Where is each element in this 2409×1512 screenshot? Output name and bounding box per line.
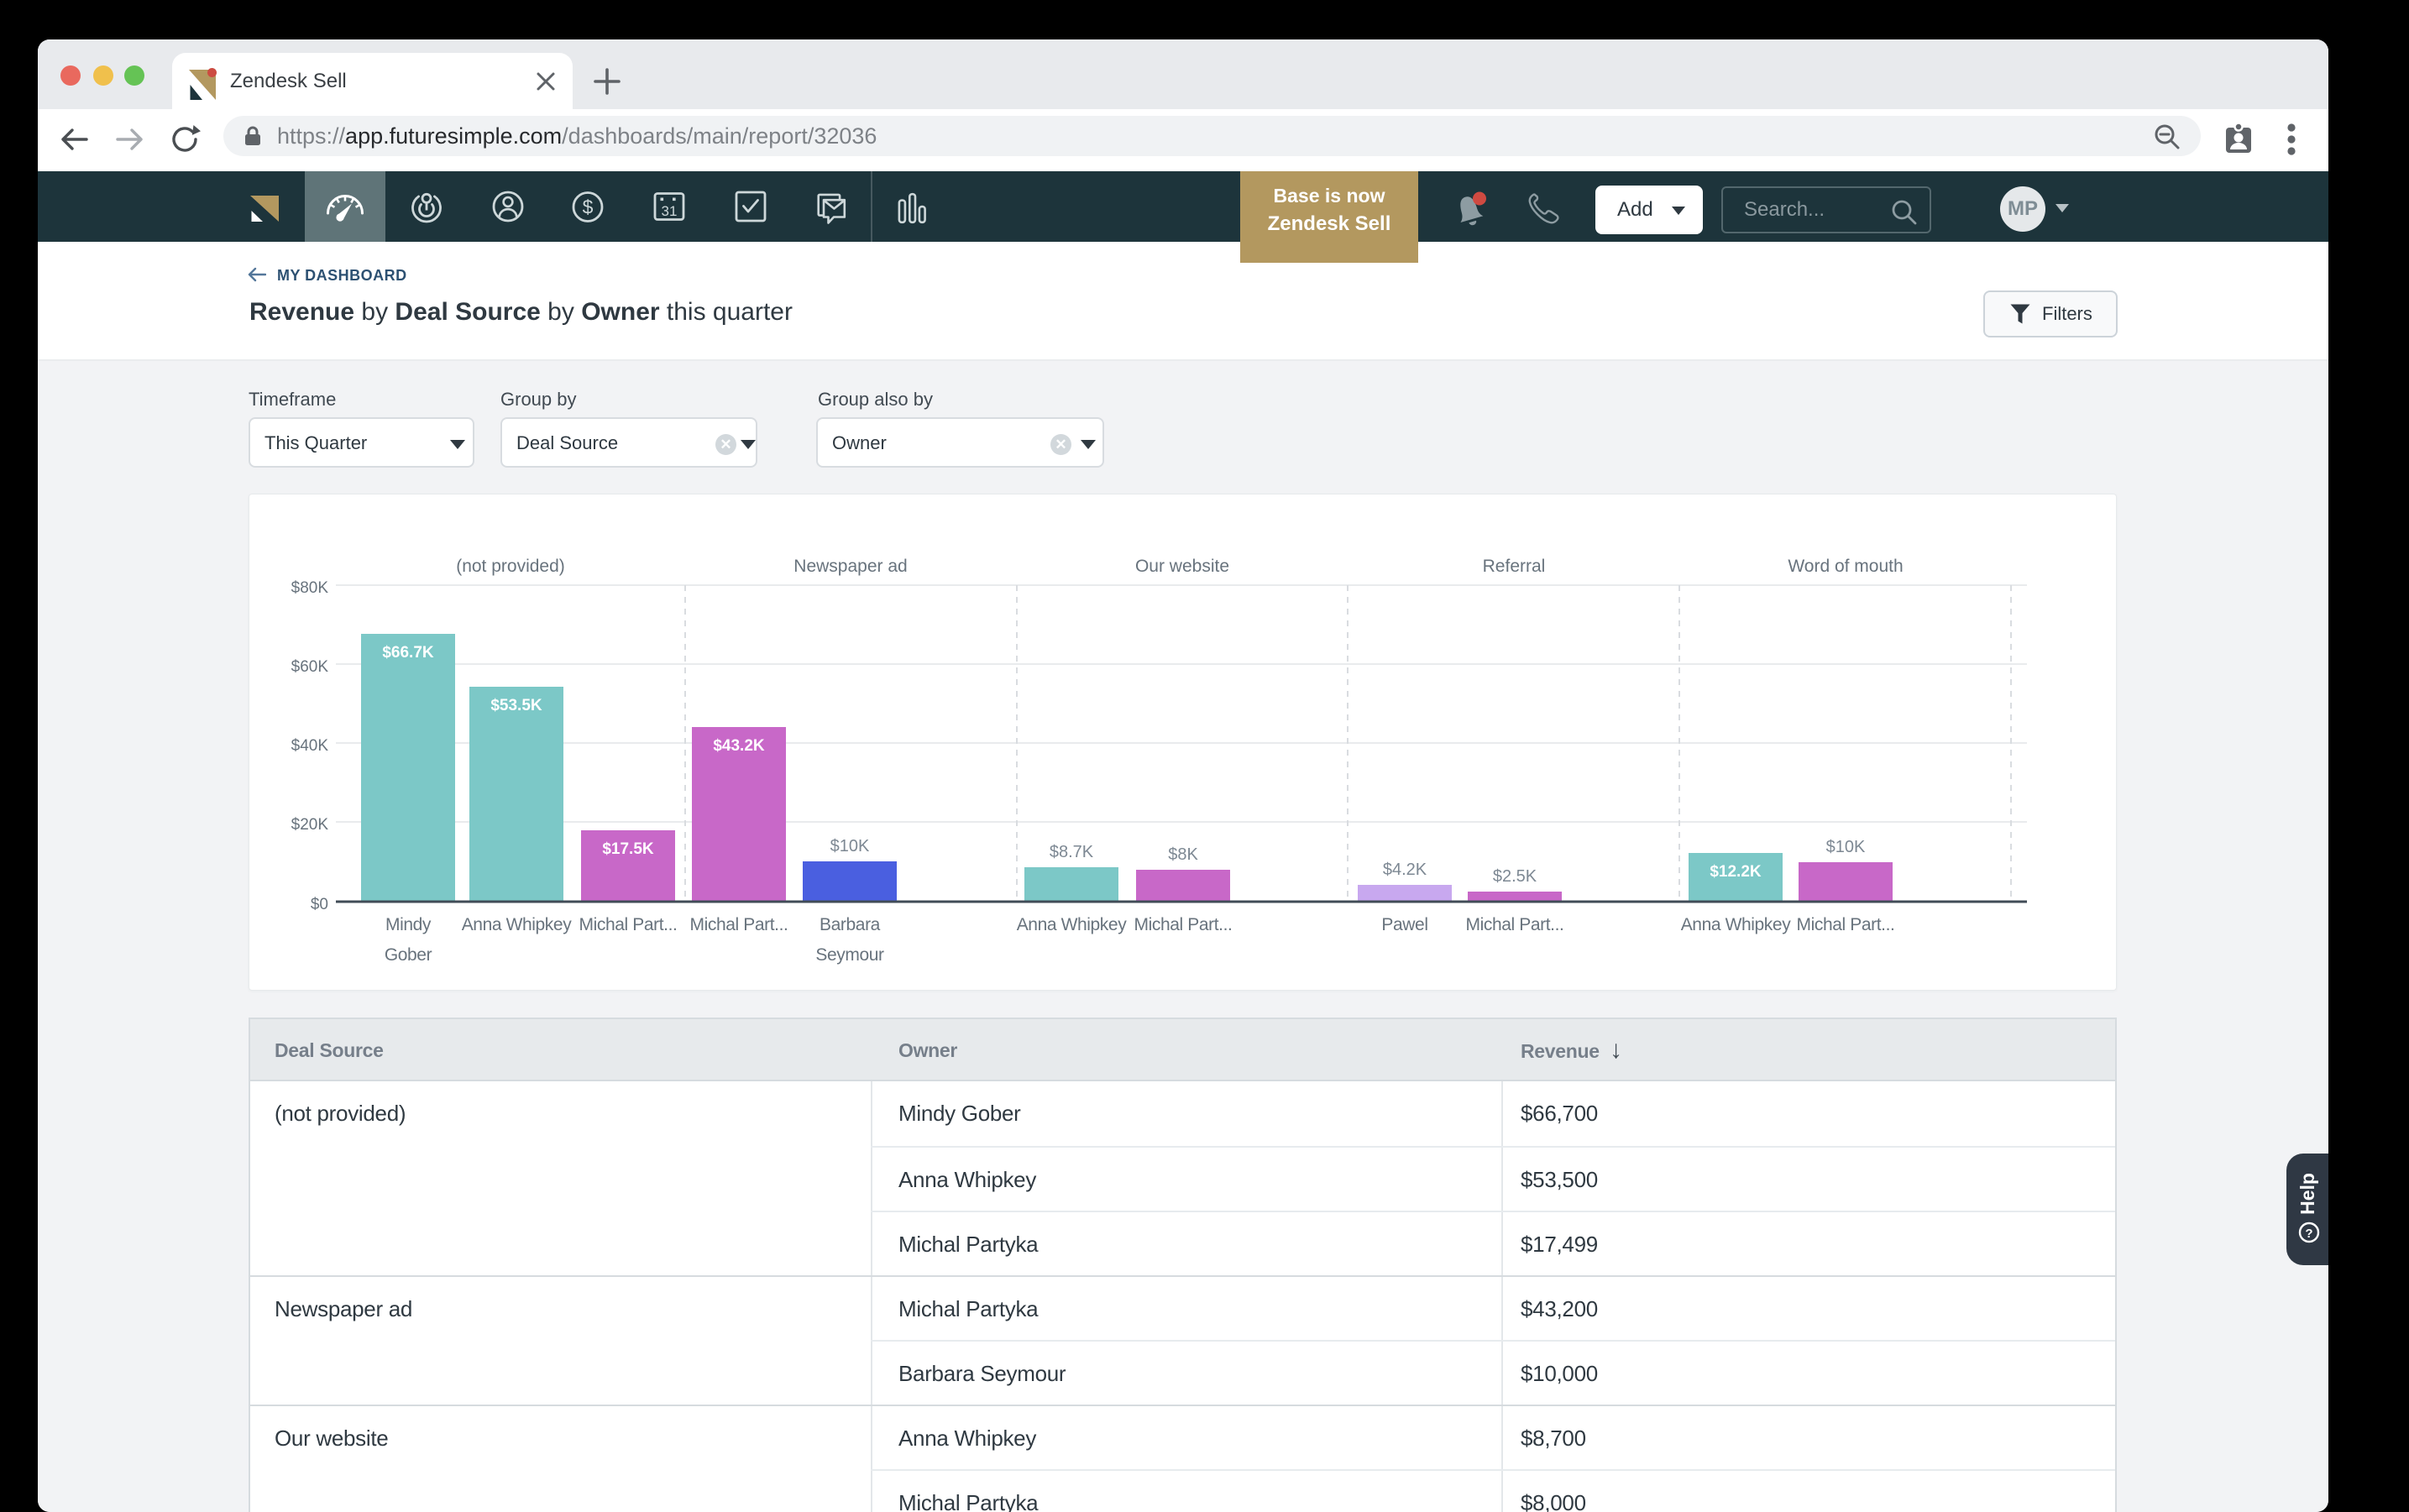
svg-text:Pawel: Pawel: [1381, 915, 1427, 934]
svg-text:$: $: [583, 196, 594, 218]
svg-text:Seymour: Seymour: [815, 945, 884, 965]
svg-text:$10K: $10K: [1826, 838, 1866, 856]
svg-text:$8.7K: $8.7K: [1050, 843, 1094, 861]
svg-text:$20K: $20K: [291, 816, 329, 834]
svg-text:Our website: Our website: [1135, 557, 1229, 576]
svg-text:Michal Part...: Michal Part...: [1466, 915, 1564, 934]
svg-text:$10K: $10K: [830, 837, 870, 855]
svg-text:Word of mouth: Word of mouth: [1788, 557, 1903, 576]
svg-text:$40K: $40K: [291, 737, 329, 755]
svg-text:$2.5K: $2.5K: [1493, 867, 1537, 886]
svg-text:Michal Part...: Michal Part...: [1134, 915, 1233, 934]
svg-text:31: 31: [662, 203, 678, 219]
svg-text:$12.2K: $12.2K: [1710, 863, 1762, 881]
svg-text:$0: $0: [311, 896, 328, 913]
svg-text:$8K: $8K: [1168, 845, 1198, 864]
svg-text:?: ?: [2305, 1227, 2312, 1241]
svg-text:$80K: $80K: [291, 579, 329, 597]
svg-text:$4.2K: $4.2K: [1383, 861, 1427, 879]
svg-text:Anna Whipkey: Anna Whipkey: [462, 915, 573, 934]
svg-text:Barbara: Barbara: [820, 915, 881, 934]
svg-text:Michal Part...: Michal Part...: [1797, 915, 1895, 934]
svg-text:Gober: Gober: [385, 945, 432, 965]
svg-text:$17.5K: $17.5K: [602, 840, 654, 858]
svg-text:Newspaper ad: Newspaper ad: [793, 557, 907, 576]
svg-text:Anna Whipkey: Anna Whipkey: [1681, 915, 1792, 934]
svg-text:Michal Part...: Michal Part...: [690, 915, 788, 934]
svg-text:Mindy: Mindy: [385, 915, 432, 934]
svg-text:Anna Whipkey: Anna Whipkey: [1017, 915, 1128, 934]
svg-text:$66.7K: $66.7K: [382, 644, 434, 662]
svg-text:$60K: $60K: [291, 658, 329, 676]
svg-text:Michal Part...: Michal Part...: [579, 915, 678, 934]
svg-text:$53.5K: $53.5K: [490, 697, 542, 714]
svg-text:Referral: Referral: [1483, 557, 1546, 576]
svg-text:(not provided): (not provided): [456, 557, 565, 576]
svg-text:$43.2K: $43.2K: [713, 737, 765, 755]
